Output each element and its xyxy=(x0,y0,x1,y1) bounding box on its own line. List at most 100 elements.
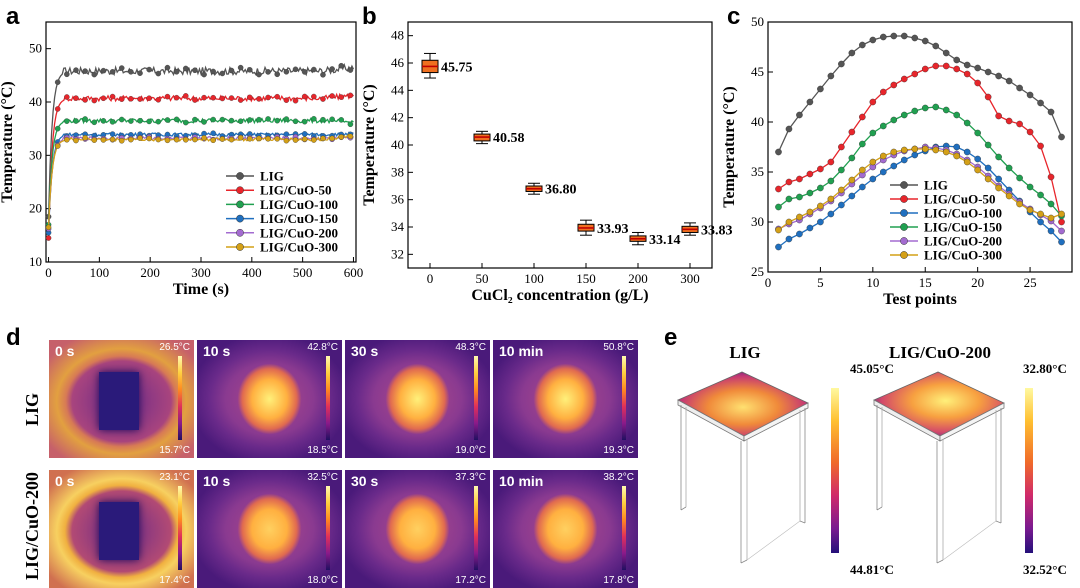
legend-marker xyxy=(236,186,244,195)
data-point xyxy=(137,70,143,76)
x-tick-label: 200 xyxy=(628,271,648,286)
data-point xyxy=(1058,218,1065,226)
series-line-lig-cuo-200 xyxy=(778,146,1062,232)
data-point xyxy=(890,148,898,156)
data-point xyxy=(1037,210,1044,218)
data-point xyxy=(984,175,992,183)
data-point xyxy=(210,116,216,123)
data-point xyxy=(173,116,180,123)
y-axis-label: Temperature (°C) xyxy=(721,86,738,207)
data-point xyxy=(192,116,198,123)
data-point xyxy=(775,203,782,211)
legend-marker xyxy=(900,181,908,189)
data-point xyxy=(283,116,290,122)
data-point xyxy=(1047,200,1055,208)
data-point xyxy=(301,69,308,75)
legend-marker xyxy=(900,209,908,217)
y-tick-label: 46 xyxy=(391,55,405,70)
data-point xyxy=(155,96,162,103)
y-tick-label: 30 xyxy=(751,214,764,229)
data-point xyxy=(911,145,919,153)
data-point xyxy=(827,177,835,185)
data-point xyxy=(838,201,845,209)
data-point xyxy=(838,186,845,194)
ir-colorbar xyxy=(474,356,478,440)
data-point xyxy=(155,118,162,125)
plot-frame xyxy=(407,21,713,269)
data-point xyxy=(900,111,908,119)
data-point xyxy=(880,88,887,96)
data-point xyxy=(228,117,235,124)
data-point xyxy=(984,141,992,149)
y-tick-label: 40 xyxy=(751,114,764,129)
series-line-lig-cuo-150 xyxy=(778,106,1063,217)
data-point xyxy=(848,128,856,136)
ir-max-temp: 23.1°C xyxy=(159,472,190,483)
data-point xyxy=(921,104,929,112)
data-point xyxy=(974,129,981,137)
data-point xyxy=(173,94,180,101)
data-point xyxy=(1016,200,1023,208)
data-point xyxy=(100,137,107,143)
data-point xyxy=(869,158,877,166)
data-point xyxy=(974,155,981,163)
data-point xyxy=(164,137,171,144)
data-point xyxy=(911,107,919,115)
data-point xyxy=(338,134,345,140)
data-label: 33.14 xyxy=(649,233,681,248)
y-tick-label: 44 xyxy=(391,82,405,97)
legend-marker xyxy=(236,243,244,251)
data-point xyxy=(164,64,171,71)
data-point xyxy=(283,97,290,103)
data-point xyxy=(785,178,793,186)
data-point xyxy=(1005,117,1013,125)
data-point xyxy=(848,49,856,57)
data-point xyxy=(859,166,866,174)
data-point xyxy=(880,33,887,41)
y-tick-label: 36 xyxy=(391,192,405,207)
data-point xyxy=(848,154,856,162)
ir-colorbar xyxy=(178,356,182,440)
y-tick-label: 25 xyxy=(751,264,764,279)
data-point xyxy=(256,71,262,78)
legend-label: LIG/CuO-100 xyxy=(260,197,338,212)
data-point xyxy=(329,135,335,142)
data-point xyxy=(796,230,803,238)
data-point xyxy=(1058,210,1065,218)
y-tick-label: 10 xyxy=(29,254,42,269)
data-point xyxy=(320,116,326,123)
sim-title-lig: LIG xyxy=(729,343,760,362)
data-point xyxy=(900,32,908,40)
data-point xyxy=(1026,128,1034,136)
data-point xyxy=(73,95,79,101)
y-tick-label: 40 xyxy=(29,94,42,109)
data-point xyxy=(859,140,866,148)
data-point xyxy=(848,192,856,200)
data-point xyxy=(265,69,271,75)
ir-image-0-1: 10 s 42.8°C 18.5°C xyxy=(197,340,342,458)
data-point xyxy=(347,67,354,73)
data-point xyxy=(320,135,326,142)
data-point xyxy=(347,121,354,128)
legend-label: LIG xyxy=(924,178,948,193)
chart-a-time-temperature: 0 100 200 300 400 500 600 10 20 30 40 50 Time (s) Tem… xyxy=(0,21,363,298)
ir-image-0-2: 30 s 48.3°C 19.0°C xyxy=(345,340,490,458)
data-point xyxy=(817,85,824,93)
x-tick-label: 200 xyxy=(140,265,160,280)
data-point xyxy=(54,79,61,85)
ir-row-label-lig: LIG xyxy=(22,392,42,426)
data-point xyxy=(785,235,793,243)
sim-max-lig-cuo-200: 32.80°C xyxy=(1023,361,1067,376)
legend-label: LIG/CuO-300 xyxy=(260,240,338,255)
data-point xyxy=(247,94,253,101)
data-point xyxy=(82,135,88,141)
data-point xyxy=(921,145,929,153)
ir-colorbar xyxy=(178,486,182,570)
data-point xyxy=(228,95,235,101)
data-point xyxy=(109,93,116,100)
data-point xyxy=(292,137,299,143)
data-point xyxy=(64,118,70,124)
ir-colorbar xyxy=(326,486,330,570)
panel-label-e: e xyxy=(664,324,677,351)
data-point xyxy=(201,71,207,78)
